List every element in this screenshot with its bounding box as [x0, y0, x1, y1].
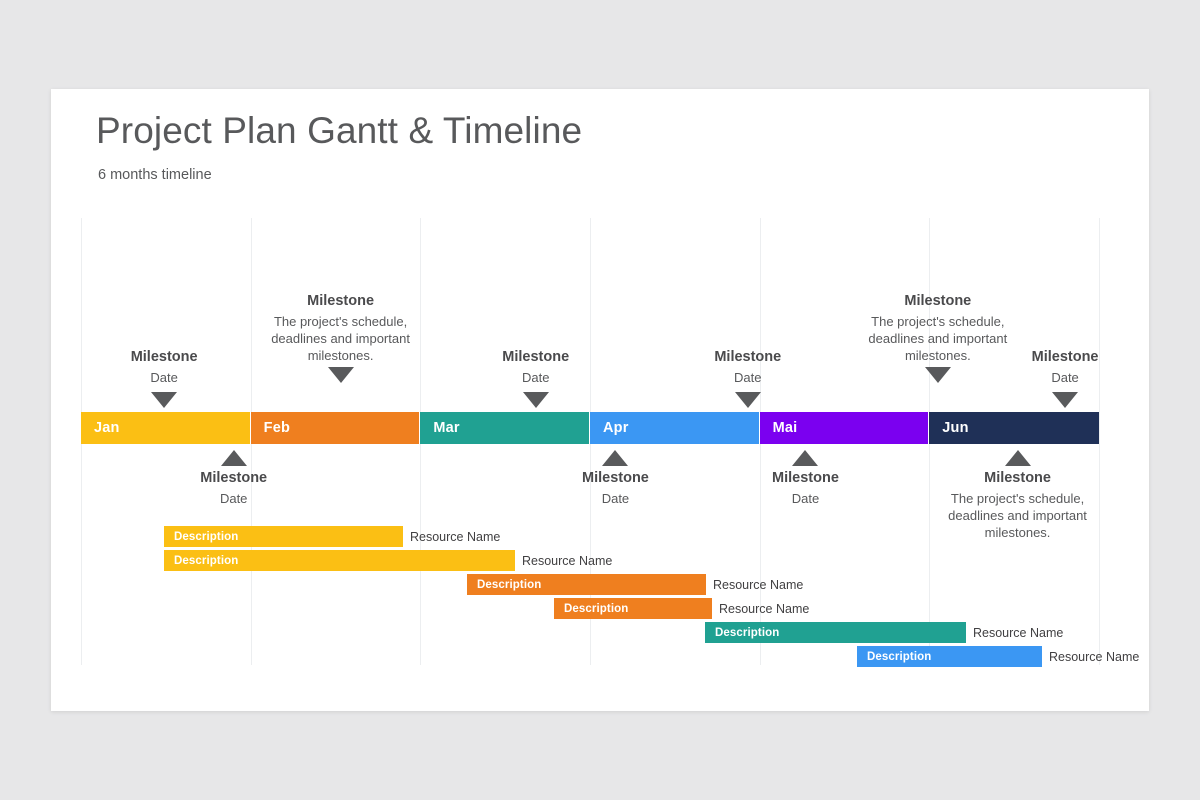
arrow-down-icon: [924, 367, 951, 383]
task-description: Description: [477, 578, 542, 591]
month-cell-mai[interactable]: Mai: [759, 412, 930, 444]
milestone-title: Milestone: [130, 349, 198, 365]
task-description: Description: [867, 650, 932, 663]
arrow-down-icon: [522, 392, 549, 408]
month-label: Jan: [94, 420, 120, 436]
task-description: Description: [174, 530, 239, 543]
task-row: Description Resource Name: [554, 598, 809, 619]
milestone-date: Date: [219, 491, 248, 506]
milestone-title: Milestone: [307, 293, 375, 309]
arrow-down-icon: [1052, 392, 1079, 408]
month-label: Jun: [942, 420, 969, 436]
arrow-down-icon: [327, 367, 354, 383]
milestone-title: Milestone: [714, 349, 782, 365]
milestone-date: Date: [521, 370, 550, 385]
task-row: Description Resource Name: [857, 646, 1139, 667]
milestone[interactable]: Milestone Date: [64, 348, 264, 408]
milestone-date: Date: [791, 491, 820, 506]
milestone-date: Date: [1051, 370, 1079, 385]
milestone[interactable]: Milestone The project's schedule, deadlin…: [241, 292, 441, 383]
milestone[interactable]: Milestone Date: [965, 348, 1165, 408]
milestone[interactable]: Milestone Date: [648, 348, 848, 408]
arrow-down-icon: [151, 392, 178, 408]
task-bar[interactable]: Description: [554, 598, 712, 619]
month-label: Apr: [602, 420, 629, 436]
slide-card: Project Plan Gantt & Timeline 6 months t…: [51, 89, 1149, 711]
month-cell-feb[interactable]: Feb: [250, 412, 421, 444]
month-label: Mai: [772, 420, 798, 436]
arrow-up-icon: [602, 450, 629, 466]
task-resource-name: Resource Name: [719, 601, 810, 616]
milestone-title: Milestone: [1031, 349, 1099, 365]
arrow-up-icon: [220, 450, 247, 466]
gantt-chart: Milestone Date Milestone The project's sche…: [51, 89, 1149, 711]
gridline: [1099, 218, 1100, 665]
task-resource-name: Resource Name: [713, 577, 804, 592]
milestone-title: Milestone: [984, 470, 1051, 486]
milestone-description: The project's schedule, deadlines and im…: [271, 314, 410, 363]
task-resource-name: Resource Name: [1049, 649, 1140, 664]
month-cell-mar[interactable]: Mar: [420, 412, 590, 444]
task-bar[interactable]: Description: [705, 622, 966, 643]
task-resource-name: Resource Name: [410, 529, 501, 544]
milestone-title: Milestone: [502, 349, 570, 365]
milestone[interactable]: Milestone The project's schedule, deadlin…: [838, 292, 1038, 383]
task-row: Description Resource Name: [164, 550, 612, 571]
milestone[interactable]: Milestone Date: [515, 450, 715, 510]
milestone-title: Milestone: [200, 470, 268, 486]
page-title: Project Plan Gantt & Timeline: [96, 110, 583, 151]
arrow-down-icon: [734, 392, 761, 408]
task-bar[interactable]: Description: [467, 574, 706, 595]
task-description: Description: [174, 554, 239, 567]
milestone[interactable]: Milestone Date: [134, 450, 334, 510]
milestone-date: Date: [601, 491, 630, 506]
arrow-up-icon: [1004, 450, 1031, 466]
milestone-date: Date: [150, 370, 178, 385]
task-bar[interactable]: Description: [164, 550, 515, 571]
milestone-title: Milestone: [582, 470, 649, 486]
month-label: Mar: [433, 420, 460, 436]
milestone-description: The project's schedule, deadlines and im…: [948, 491, 1087, 540]
page-subtitle: 6 months timeline: [98, 167, 212, 183]
task-resource-name: Resource Name: [973, 625, 1064, 640]
task-description: Description: [715, 626, 780, 639]
task-description: Description: [564, 602, 629, 615]
month-cell-jun[interactable]: Jun: [929, 412, 1099, 444]
month-label: Feb: [263, 420, 291, 436]
milestone[interactable]: Milestone Date: [436, 348, 636, 408]
task-bar[interactable]: Description: [164, 526, 403, 547]
month-cell-apr[interactable]: Apr: [589, 412, 760, 444]
milestone-title: Milestone: [772, 470, 839, 486]
month-axis-band: Jan Feb Mar Apr Mai Jun: [81, 412, 1099, 444]
task-row: Description Resource Name: [705, 622, 1063, 643]
milestone-date: Date: [734, 370, 762, 385]
task-resource-name: Resource Name: [522, 553, 613, 568]
month-cell-jan[interactable]: Jan: [81, 412, 251, 444]
milestone-description: The project's schedule, deadlines and im…: [868, 314, 1008, 363]
arrow-up-icon: [792, 450, 819, 466]
task-row: Description Resource Name: [467, 574, 803, 595]
task-row: Description Resource Name: [164, 526, 500, 547]
task-bar[interactable]: Description: [857, 646, 1042, 667]
milestone[interactable]: Milestone Date: [705, 450, 905, 510]
milestone[interactable]: Milestone The project's schedule, deadlin…: [918, 450, 1118, 541]
milestone-title: Milestone: [904, 293, 972, 309]
